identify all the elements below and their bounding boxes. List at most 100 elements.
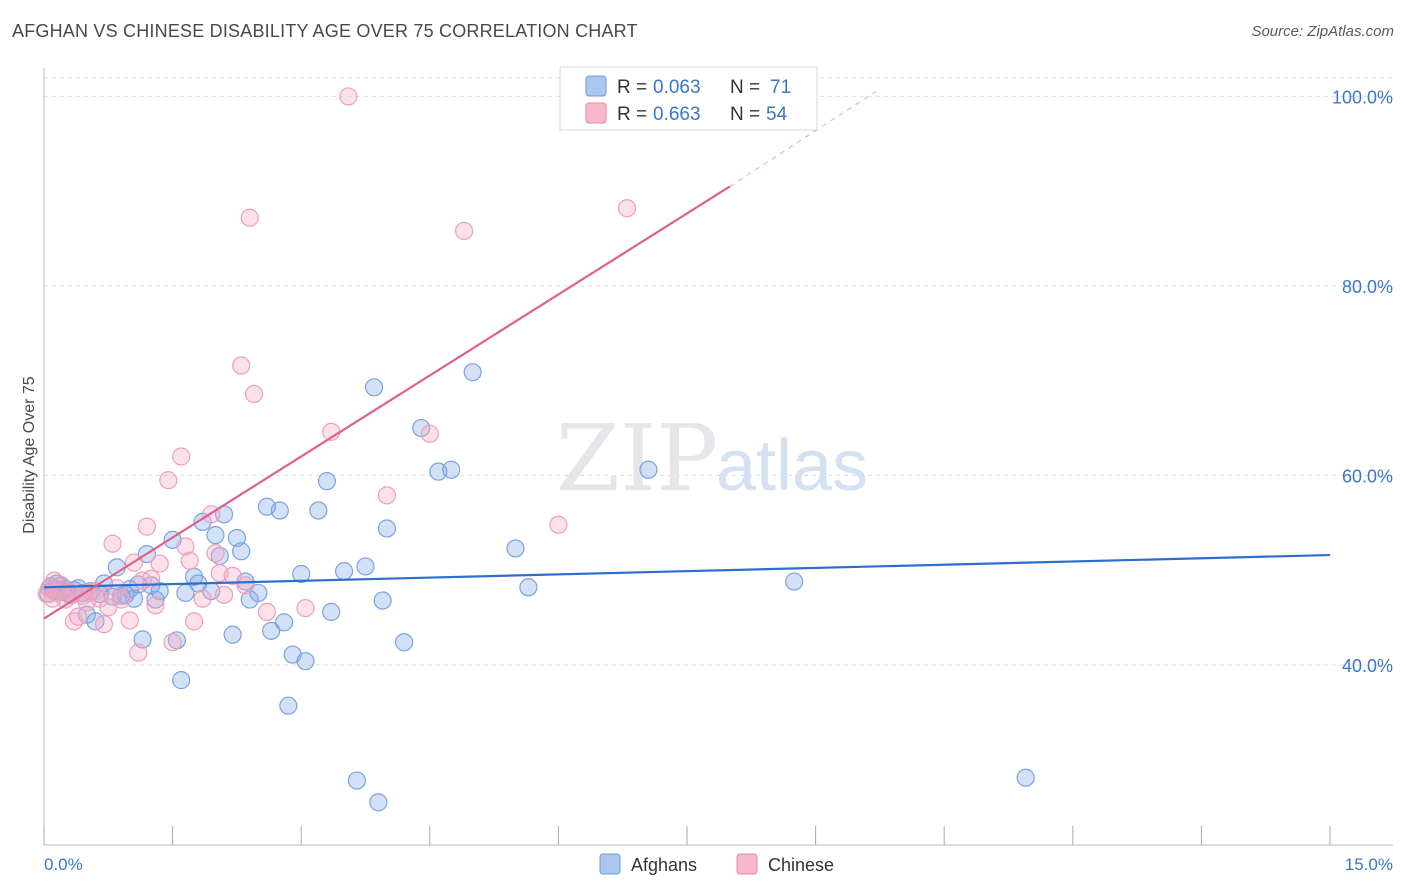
- watermark-atlas: atlas: [716, 426, 868, 506]
- chinese-point: [163, 633, 182, 652]
- legend-r-label-afghans: R =: [617, 77, 647, 98]
- chinese-point: [103, 534, 122, 553]
- trend-lines: [43, 91, 1331, 620]
- chinese-point: [454, 221, 474, 241]
- afghan-point: [274, 613, 294, 632]
- chinese-point: [184, 612, 204, 631]
- afghan-point: [347, 771, 367, 790]
- legend-n-value-afghans: 71: [770, 77, 791, 98]
- afghan-point: [373, 591, 392, 610]
- afghan-point: [356, 557, 375, 576]
- chinese-point: [244, 384, 264, 404]
- chinese-point: [137, 517, 156, 536]
- afghan-point: [639, 460, 658, 479]
- legend-r-value-chinese: 0.663: [653, 104, 701, 125]
- y-tick-label: 80.0%: [1342, 277, 1393, 297]
- chinese-point: [193, 589, 212, 608]
- chinese-point: [69, 607, 88, 626]
- chinese-point: [377, 486, 397, 505]
- chinese-point: [107, 579, 126, 598]
- chinese-point: [129, 643, 148, 662]
- chinese-point: [236, 576, 255, 595]
- legend-r-label-chinese: R =: [617, 104, 647, 125]
- chinese-trend-line: [43, 185, 731, 620]
- afghan-point: [292, 564, 311, 584]
- chinese-point: [206, 544, 225, 563]
- chinese-point: [257, 602, 277, 622]
- source-label: Source: ZipAtlas.com: [1251, 23, 1394, 40]
- chinese-point: [120, 611, 139, 630]
- bottom-legend: Afghans Chinese: [599, 853, 834, 875]
- chinese-point: [296, 599, 315, 618]
- afghan-point: [223, 625, 242, 644]
- legend-n-label-afghans: N =: [730, 77, 760, 98]
- chinese-point: [180, 551, 199, 570]
- legend-box: R = 0.063 N = 71 R = 0.663 N = 54: [559, 66, 818, 131]
- chinese-point: [549, 515, 568, 534]
- afghan-point: [394, 633, 414, 652]
- legend-swatch-chinese: [585, 102, 607, 124]
- chinese-point: [159, 471, 178, 490]
- chinese-point: [617, 199, 637, 218]
- chinese-point: [223, 566, 242, 585]
- afghan-point: [785, 572, 804, 591]
- afghan-point: [279, 696, 298, 715]
- chinese-point: [214, 585, 234, 604]
- afghan-point: [296, 652, 315, 671]
- x-tick-label-min: 0.0%: [44, 855, 83, 874]
- afghan-point: [1016, 768, 1035, 787]
- afghan-point: [364, 378, 384, 397]
- afghan-point: [150, 581, 169, 601]
- chinese-point: [112, 590, 131, 609]
- watermark-zip: ZIP: [556, 405, 718, 512]
- legend-r-value-afghans: 0.063: [653, 77, 701, 98]
- bottom-legend-label-afghans: Afghans: [631, 855, 697, 875]
- afghan-point: [334, 562, 354, 581]
- afghan-point: [309, 501, 328, 520]
- afghan-point: [506, 539, 525, 558]
- y-tick-labels: 40.0% 60.0% 80.0% 100.0%: [1332, 87, 1393, 676]
- chinese-point: [45, 571, 64, 590]
- afghan-point: [262, 621, 281, 640]
- chart-title: AFGHAN VS CHINESE DISABILITY AGE OVER 75…: [12, 21, 638, 41]
- afghan-point: [232, 542, 251, 561]
- afghan-point: [463, 363, 482, 382]
- chinese-point: [420, 424, 439, 443]
- chinese-point: [176, 537, 195, 556]
- afghan-trend-line: [43, 553, 1331, 589]
- afghan-point: [270, 501, 289, 520]
- chinese-point: [240, 208, 259, 227]
- y-tick-label: 40.0%: [1342, 656, 1393, 676]
- legend-n-value-chinese: 54: [766, 104, 788, 125]
- chinese-point: [172, 447, 191, 466]
- chinese-point: [150, 554, 169, 573]
- afghan-point: [442, 460, 461, 479]
- afghan-point: [369, 793, 388, 812]
- afghan-point: [206, 526, 225, 545]
- legend-swatch-afghans: [585, 75, 607, 97]
- chinese-point: [232, 356, 251, 375]
- chinese-point: [339, 87, 358, 106]
- afghan-point: [146, 590, 165, 609]
- chinese-point: [142, 569, 161, 588]
- afghan-point: [322, 602, 341, 622]
- chinese-point: [94, 615, 114, 634]
- afghan-point: [172, 671, 191, 690]
- y-axis-label: Disability Age Over 75: [21, 376, 38, 534]
- bottom-legend-label-chinese: Chinese: [768, 855, 834, 875]
- bottom-legend-swatch-afghans: [599, 853, 621, 875]
- afghan-point: [124, 589, 144, 608]
- chinese-trend-extension: [729, 91, 876, 187]
- x-tick-marks: [43, 826, 1331, 845]
- afghan-points: [39, 363, 1035, 812]
- x-tick-label-max: 15.0%: [1345, 855, 1393, 874]
- legend-n-label-chinese: N =: [730, 104, 760, 125]
- chinese-point: [146, 596, 165, 615]
- y-tick-label: 60.0%: [1342, 466, 1393, 486]
- afghan-point: [317, 472, 337, 491]
- afghan-point: [377, 519, 397, 538]
- bottom-legend-swatch-chinese: [736, 853, 758, 875]
- afghan-point: [519, 578, 538, 597]
- y-tick-label: 100.0%: [1332, 87, 1393, 107]
